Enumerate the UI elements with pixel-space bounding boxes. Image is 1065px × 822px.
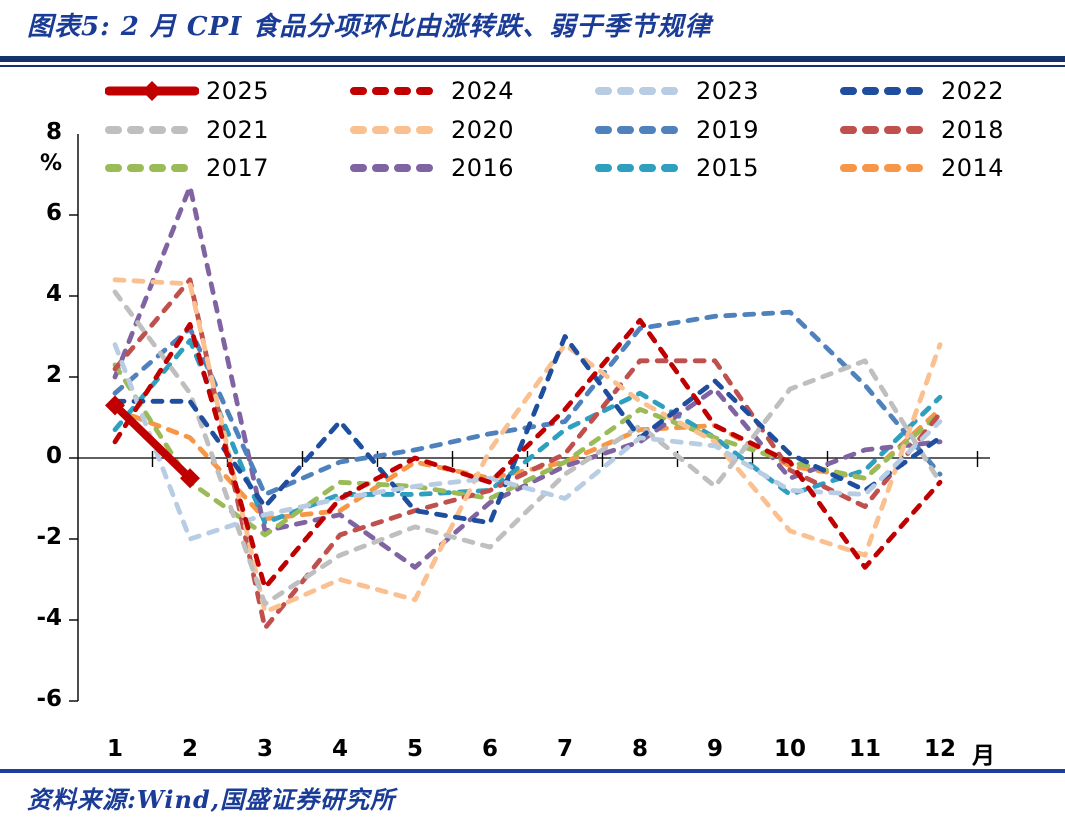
legend-swatch-2018 bbox=[840, 126, 934, 134]
legend-item-2023: 2023 bbox=[595, 75, 759, 107]
legend-label-2019: 2019 bbox=[696, 116, 760, 144]
x-axis-label-11: 11 bbox=[848, 736, 881, 762]
series-line-2025 bbox=[111, 401, 194, 483]
y-axis-label-0: 0 bbox=[45, 443, 62, 469]
series-line-2021 bbox=[112, 289, 943, 607]
series-line-2022 bbox=[112, 334, 943, 526]
series-line-2024 bbox=[112, 317, 943, 590]
title-separator-thin-line bbox=[0, 65, 1065, 67]
legend-swatch-2017 bbox=[105, 164, 199, 172]
legend-label-2020: 2020 bbox=[451, 116, 515, 144]
legend-item-2017: 2017 bbox=[105, 152, 269, 184]
x-axis-label-6: 6 bbox=[481, 736, 498, 762]
legend-swatch-2016 bbox=[350, 164, 444, 172]
y-axis-label-4: 4 bbox=[45, 281, 62, 307]
chart-plot-area bbox=[69, 134, 990, 702]
legend-label-2023: 2023 bbox=[696, 77, 760, 105]
x-axis-label-5: 5 bbox=[406, 736, 423, 762]
legend-item-2018: 2018 bbox=[840, 114, 1004, 146]
y-axis-unit-label: % bbox=[39, 151, 62, 176]
legend-item-2019: 2019 bbox=[595, 114, 759, 146]
series-line-2023 bbox=[112, 342, 943, 542]
x-axis-label-4: 4 bbox=[331, 736, 348, 762]
x-axis-label-12: 12 bbox=[923, 736, 956, 762]
x-axis-label-9: 9 bbox=[706, 736, 723, 762]
legend-label-2022: 2022 bbox=[941, 77, 1005, 105]
legend-swatch-2023 bbox=[595, 87, 689, 95]
source-note: 资料来源:Wind,国盛证券研究所 bbox=[27, 785, 396, 814]
diamond-marker-2025 bbox=[105, 395, 125, 416]
legend-swatch-2014 bbox=[840, 164, 934, 172]
x-axis-label-10: 10 bbox=[773, 736, 806, 762]
y-axis-label-8: 8 bbox=[45, 119, 62, 145]
y-axis-label--6: -6 bbox=[36, 686, 62, 712]
legend-swatch-2022 bbox=[840, 87, 934, 95]
page-title: 图表5: 2 月 CPI 食品分项环比由涨转跌、弱于季节规律 bbox=[27, 12, 712, 42]
footer-separator-line bbox=[0, 769, 1065, 773]
x-axis-label-8: 8 bbox=[631, 736, 648, 762]
legend-swatch-2015 bbox=[595, 164, 689, 172]
legend-swatch-2020 bbox=[350, 126, 444, 134]
y-axis-label--4: -4 bbox=[36, 605, 62, 631]
legend-item-2025: 2025 bbox=[105, 75, 269, 107]
x-axis-label-2: 2 bbox=[181, 736, 198, 762]
x-axis-label-1: 1 bbox=[106, 736, 123, 762]
y-axis-label-2: 2 bbox=[45, 362, 62, 388]
title-separator-bar bbox=[0, 56, 1065, 62]
cpi-food-mom-chart: 2025 2024 2023 2022 2021 2020 2019 2018 2017 2016… bbox=[0, 67, 1065, 769]
series-line-2016 bbox=[112, 184, 943, 570]
legend-label-2018: 2018 bbox=[941, 116, 1005, 144]
y-axis-label-6: 6 bbox=[45, 200, 62, 226]
legend-swatch-2021 bbox=[105, 126, 199, 134]
y-axis-label--2: -2 bbox=[36, 524, 62, 550]
series-line-2017 bbox=[112, 362, 943, 538]
series-line-2020 bbox=[112, 277, 943, 615]
legend-label-2014: 2014 bbox=[941, 154, 1005, 182]
x-axis-label-3: 3 bbox=[256, 736, 273, 762]
legend-label-2021: 2021 bbox=[206, 116, 270, 144]
series-line-2014 bbox=[112, 406, 943, 522]
x-axis-label-7: 7 bbox=[556, 736, 573, 762]
legend-label-2016: 2016 bbox=[451, 154, 515, 182]
legend-item-2016: 2016 bbox=[350, 152, 514, 184]
legend-swatch-2025 bbox=[105, 81, 199, 101]
legend-label-2017: 2017 bbox=[206, 154, 270, 182]
legend-item-2014: 2014 bbox=[840, 152, 1004, 184]
x-axis-unit-label: 月 bbox=[972, 743, 995, 769]
legend-item-2020: 2020 bbox=[350, 114, 514, 146]
legend-item-2021: 2021 bbox=[105, 114, 269, 146]
legend-item-2022: 2022 bbox=[840, 75, 1004, 107]
legend-label-2024: 2024 bbox=[451, 77, 515, 105]
legend-item-2024: 2024 bbox=[350, 75, 514, 107]
legend-label-2025: 2025 bbox=[206, 77, 270, 105]
legend-swatch-2024 bbox=[350, 87, 444, 95]
diamond-marker-2025 bbox=[180, 468, 200, 489]
legend-label-2015: 2015 bbox=[696, 154, 760, 182]
legend-swatch-2019 bbox=[595, 126, 689, 134]
legend-item-2015: 2015 bbox=[595, 152, 759, 184]
